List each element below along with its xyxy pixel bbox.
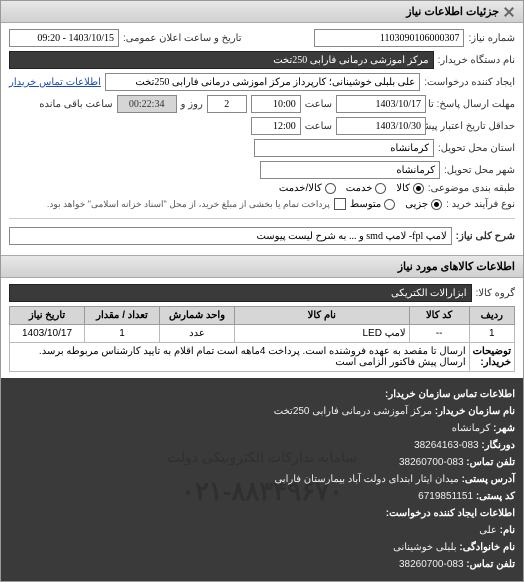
creator-input[interactable] [105,73,420,91]
fax-value: 083-38264163 [414,440,479,451]
deadline-label: مهلت ارسال پاسخ: تا تاریخ: [430,99,515,110]
desc-label: شرح کلی نیاز: [456,231,515,242]
remaining-time [117,95,177,113]
name-label: نام: [500,525,515,536]
radio-goods-service[interactable]: کالا/خدمت [279,183,336,194]
req-number-label: شماره نیاز: [468,33,515,44]
radio-goods[interactable]: کالا [396,183,424,194]
contact-section: سامانه تدارکات الکترونیکی دولت ۰۲۱-۸۸۳۴۹… [1,378,523,581]
deadline-date-input[interactable] [336,95,426,113]
time-label-1: ساعت [305,99,332,110]
category-label: طبقه بندی موضوعی: [428,183,515,194]
phone2-value: 083-38260700 [399,559,464,570]
cell-qty: 1 [85,325,160,343]
purchase-hint: پرداخت تمام یا بخشی از مبلغ خرید، از محل… [47,199,330,210]
group-label: گروه کالا: [476,288,515,299]
announce-input[interactable] [9,29,119,47]
radio-service[interactable]: خدمت [346,183,387,194]
org-label: نام سازمان خریدار: [435,406,515,417]
city-label: شهر محل تحویل: [444,165,515,176]
creator-section-label: اطلاعات ایجاد کننده درخواست: [386,508,515,519]
name-value: علی [479,525,497,536]
valid-time-input[interactable] [251,117,301,135]
postal-label: کد پستی: [476,491,515,502]
address-label: آدرس پستی: [462,474,515,485]
org-value: مرکز آموزشی درمانی فارابی 250تخت [274,406,432,417]
contact-city-label: شهر: [493,423,515,434]
valid-label: حداقل تاریخ اعتبار پیشنهاد: تا تاریخ: [430,121,515,132]
time-label-2: ساعت [305,121,332,132]
buyer-input[interactable] [9,51,434,69]
buyer-label: نام دستگاه خریدار: [438,55,515,66]
creator-label: ایجاد کننده درخواست: [424,77,515,88]
address-value: میدان ایثار ابتدای دولت آباد بیمارستان ف… [274,474,458,485]
fax-label: دورنگار: [481,440,515,451]
family-value: بلبلی خوشینانی [393,542,456,553]
purchase-type-label: نوع فرآیند خرید : [446,199,515,210]
th-name: نام کالا [235,307,410,325]
province-label: استان محل تحویل: [438,143,515,154]
cell-date: 1403/10/17 [10,325,85,343]
phone-label: تلفن تماس: [466,457,515,468]
th-unit: واحد شمارش [160,307,235,325]
group-input[interactable] [9,284,472,302]
category-radio-group: کالا خدمت کالا/خدمت [279,183,424,194]
contact-title: اطلاعات تماس سازمان خریدار: [385,389,515,400]
phone2-label: تلفن تماس: [466,559,515,570]
family-label: نام خانوادگی: [459,542,515,553]
province-input[interactable] [254,139,434,157]
th-date: تاریخ نیاز [10,307,85,325]
desc-input[interactable] [9,227,452,245]
main-panel: جزئیات اطلاعات نیاز شماره نیاز: تاریخ و … [0,0,524,582]
cell-name: لامپ LED [235,325,410,343]
phone-value: 083-38260700 [399,457,464,468]
items-table: ردیف کد کالا نام کالا واحد شمارش تعداد /… [9,306,515,372]
req-number-input[interactable] [314,29,464,47]
radio-partial[interactable]: جزیی [405,199,442,210]
note-value-cell: ارسال تا مقصد به عهده فروشنده است. پرداخ… [10,343,470,372]
panel-title: جزئیات اطلاعات نیاز [406,5,499,18]
purchase-radio-group: جزیی متوسط [350,199,442,210]
cell-code: -- [409,325,469,343]
remaining-label: ساعت باقی مانده [39,99,112,110]
days-label: روز و [181,99,203,110]
cell-index: 1 [469,325,514,343]
close-icon[interactable] [503,6,515,18]
note-label-cell: توضیحات خریدار: [469,343,514,372]
cell-unit: عدد [160,325,235,343]
days-input[interactable] [207,95,247,113]
city-input[interactable] [260,161,440,179]
form-area: شماره نیاز: تاریخ و ساعت اعلان عمومی: نا… [1,23,523,255]
th-row: ردیف [469,307,514,325]
table-row[interactable]: 1 -- لامپ LED عدد 1 1403/10/17 [10,325,515,343]
deadline-time-input[interactable] [251,95,301,113]
treasury-checkbox[interactable] [334,198,346,210]
valid-date-input[interactable] [336,117,426,135]
table-header-row: ردیف کد کالا نام کالا واحد شمارش تعداد /… [10,307,515,325]
radio-medium[interactable]: متوسط [350,199,395,210]
panel-header: جزئیات اطلاعات نیاز [1,1,523,23]
th-code: کد کالا [409,307,469,325]
contact-city-value: کرمانشاه [452,423,491,434]
th-qty: تعداد / مقدار [85,307,160,325]
contact-link[interactable]: اطلاعات تماس خریدار [9,77,101,88]
note-row: توضیحات خریدار: ارسال تا مقصد به عهده فر… [10,343,515,372]
postal-value: 6719851151 [418,491,473,502]
announce-label: تاریخ و ساعت اعلان عمومی: [123,33,242,44]
items-section-title: اطلاعات کالاهای مورد نیاز [1,255,523,278]
